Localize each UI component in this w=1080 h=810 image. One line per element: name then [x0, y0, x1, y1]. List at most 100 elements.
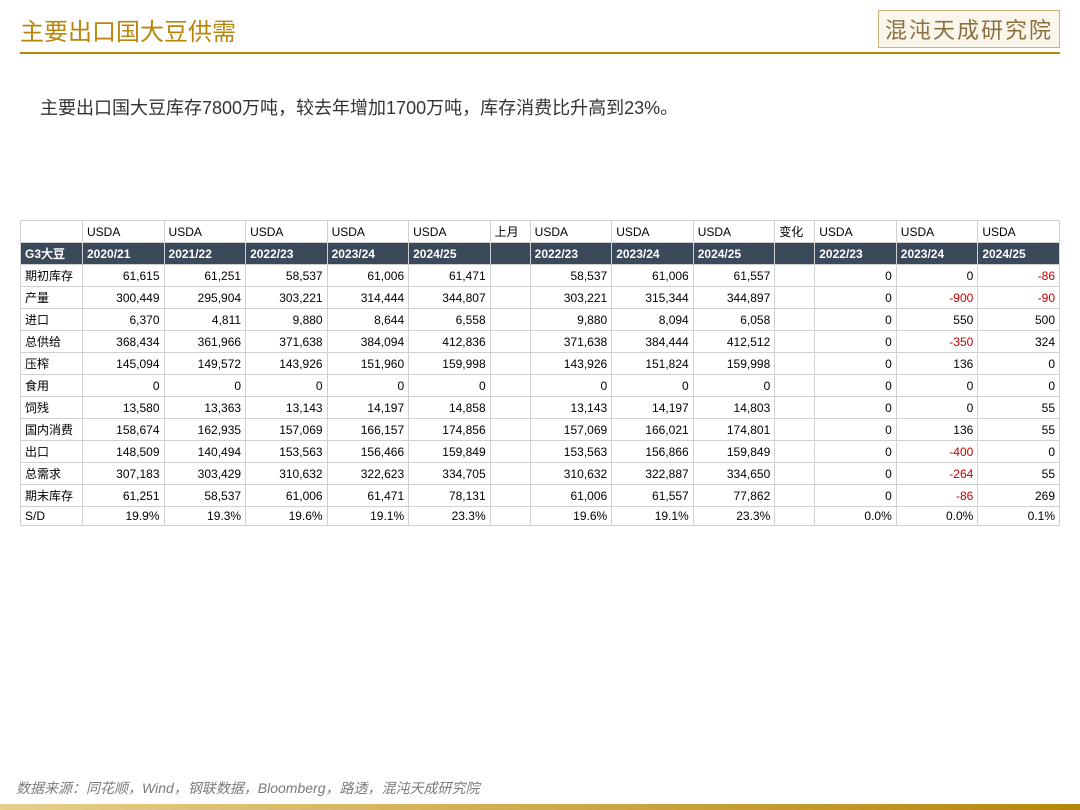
table-cell: -400 [896, 441, 978, 463]
table-cell [490, 397, 530, 419]
table-cell: 19.3% [164, 507, 246, 526]
col-header: USDA [83, 221, 165, 243]
table-row: 产量300,449295,904303,221314,444344,807303… [21, 287, 1060, 309]
table-cell: 61,557 [612, 485, 694, 507]
table-cell: 58,537 [246, 265, 328, 287]
col-subheader: 2021/22 [164, 243, 246, 265]
table-cell: -90 [978, 287, 1060, 309]
row-label: 国内消费 [21, 419, 83, 441]
col-subheader [775, 243, 815, 265]
table-cell: 0.0% [815, 507, 897, 526]
table-cell: 61,615 [83, 265, 165, 287]
table-cell: 412,512 [693, 331, 775, 353]
col-header: USDA [896, 221, 978, 243]
table-cell: 61,251 [164, 265, 246, 287]
table-cell: 77,862 [693, 485, 775, 507]
table-cell: 334,705 [409, 463, 491, 485]
col-header: USDA [164, 221, 246, 243]
table-cell: 9,880 [246, 309, 328, 331]
table-cell [775, 265, 815, 287]
table-cell [490, 309, 530, 331]
table-cell: 384,094 [327, 331, 409, 353]
table-cell: 310,632 [530, 463, 612, 485]
table-cell: 322,623 [327, 463, 409, 485]
page-title: 主要出口国大豆供需 [20, 12, 236, 47]
table-cell: 307,183 [83, 463, 165, 485]
table-cell: 19.6% [530, 507, 612, 526]
row-label: 出口 [21, 441, 83, 463]
table-cell: 0 [815, 441, 897, 463]
table-cell: 0 [327, 375, 409, 397]
table-cell: 6,058 [693, 309, 775, 331]
table-row: 总需求307,183303,429310,632322,623334,70531… [21, 463, 1060, 485]
table-cell: 149,572 [164, 353, 246, 375]
table-cell: 6,370 [83, 309, 165, 331]
col-subheader: 2023/24 [327, 243, 409, 265]
table-cell: 153,563 [246, 441, 328, 463]
table-cell: 159,998 [409, 353, 491, 375]
table-cell: 13,363 [164, 397, 246, 419]
table-cell: 8,644 [327, 309, 409, 331]
table-cell: 0 [693, 375, 775, 397]
table-cell [490, 419, 530, 441]
row-label: 饲残 [21, 397, 83, 419]
table-cell: 0 [409, 375, 491, 397]
table-cell: 0 [612, 375, 694, 397]
table-cell: 344,897 [693, 287, 775, 309]
table-cell: 19.6% [246, 507, 328, 526]
table-cell: 13,580 [83, 397, 165, 419]
table-cell: 148,509 [83, 441, 165, 463]
table-cell: 145,094 [83, 353, 165, 375]
table-cell [490, 265, 530, 287]
summary-text: 主要出口国大豆库存7800万吨，较去年增加1700万吨，库存消费比升高到23%。 [0, 54, 1080, 120]
table-cell: 0 [896, 375, 978, 397]
table-cell: 269 [978, 485, 1060, 507]
table-cell [490, 331, 530, 353]
row-label: 总需求 [21, 463, 83, 485]
table-cell: 151,960 [327, 353, 409, 375]
table-cell: 140,494 [164, 441, 246, 463]
table-cell: 157,069 [246, 419, 328, 441]
row-label: 进口 [21, 309, 83, 331]
col-subheader [490, 243, 530, 265]
table-cell: 0 [815, 287, 897, 309]
row-label: 压榨 [21, 353, 83, 375]
col-header: USDA [978, 221, 1060, 243]
table-cell [775, 375, 815, 397]
table-row: 食用00000000000 [21, 375, 1060, 397]
table-cell: 0 [815, 353, 897, 375]
table-row: 进口6,3704,8119,8808,6446,5589,8808,0946,0… [21, 309, 1060, 331]
table-cell [775, 331, 815, 353]
table-cell: 412,836 [409, 331, 491, 353]
table-cell [775, 353, 815, 375]
table-cell: 55 [978, 419, 1060, 441]
row-label: 期初库存 [21, 265, 83, 287]
table-cell: 61,557 [693, 265, 775, 287]
table-cell: 0 [815, 463, 897, 485]
table-cell: 13,143 [530, 397, 612, 419]
table-row: 期末库存61,25158,53761,00661,47178,13161,006… [21, 485, 1060, 507]
row-label: S/D [21, 507, 83, 526]
row-label: 食用 [21, 375, 83, 397]
col-subheader: 2024/25 [409, 243, 491, 265]
table-cell: 23.3% [693, 507, 775, 526]
table-cell [775, 309, 815, 331]
table-cell: 19.1% [327, 507, 409, 526]
table-cell: 384,444 [612, 331, 694, 353]
table-cell: -900 [896, 287, 978, 309]
col-subheader: 2024/25 [978, 243, 1060, 265]
col-subheader: 2022/23 [815, 243, 897, 265]
table-cell: 344,807 [409, 287, 491, 309]
table-cell: 315,344 [612, 287, 694, 309]
brand-logo: 混沌天成研究院 [878, 10, 1060, 48]
table-cell: 159,849 [409, 441, 491, 463]
table-cell: 166,157 [327, 419, 409, 441]
table-row: 期初库存61,61561,25158,53761,00661,47158,537… [21, 265, 1060, 287]
table-cell: 14,197 [327, 397, 409, 419]
table-cell: 78,131 [409, 485, 491, 507]
table-cell: 6,558 [409, 309, 491, 331]
table-cell: 14,858 [409, 397, 491, 419]
table-cell: 334,650 [693, 463, 775, 485]
table-cell [490, 441, 530, 463]
table-cell: 0 [530, 375, 612, 397]
